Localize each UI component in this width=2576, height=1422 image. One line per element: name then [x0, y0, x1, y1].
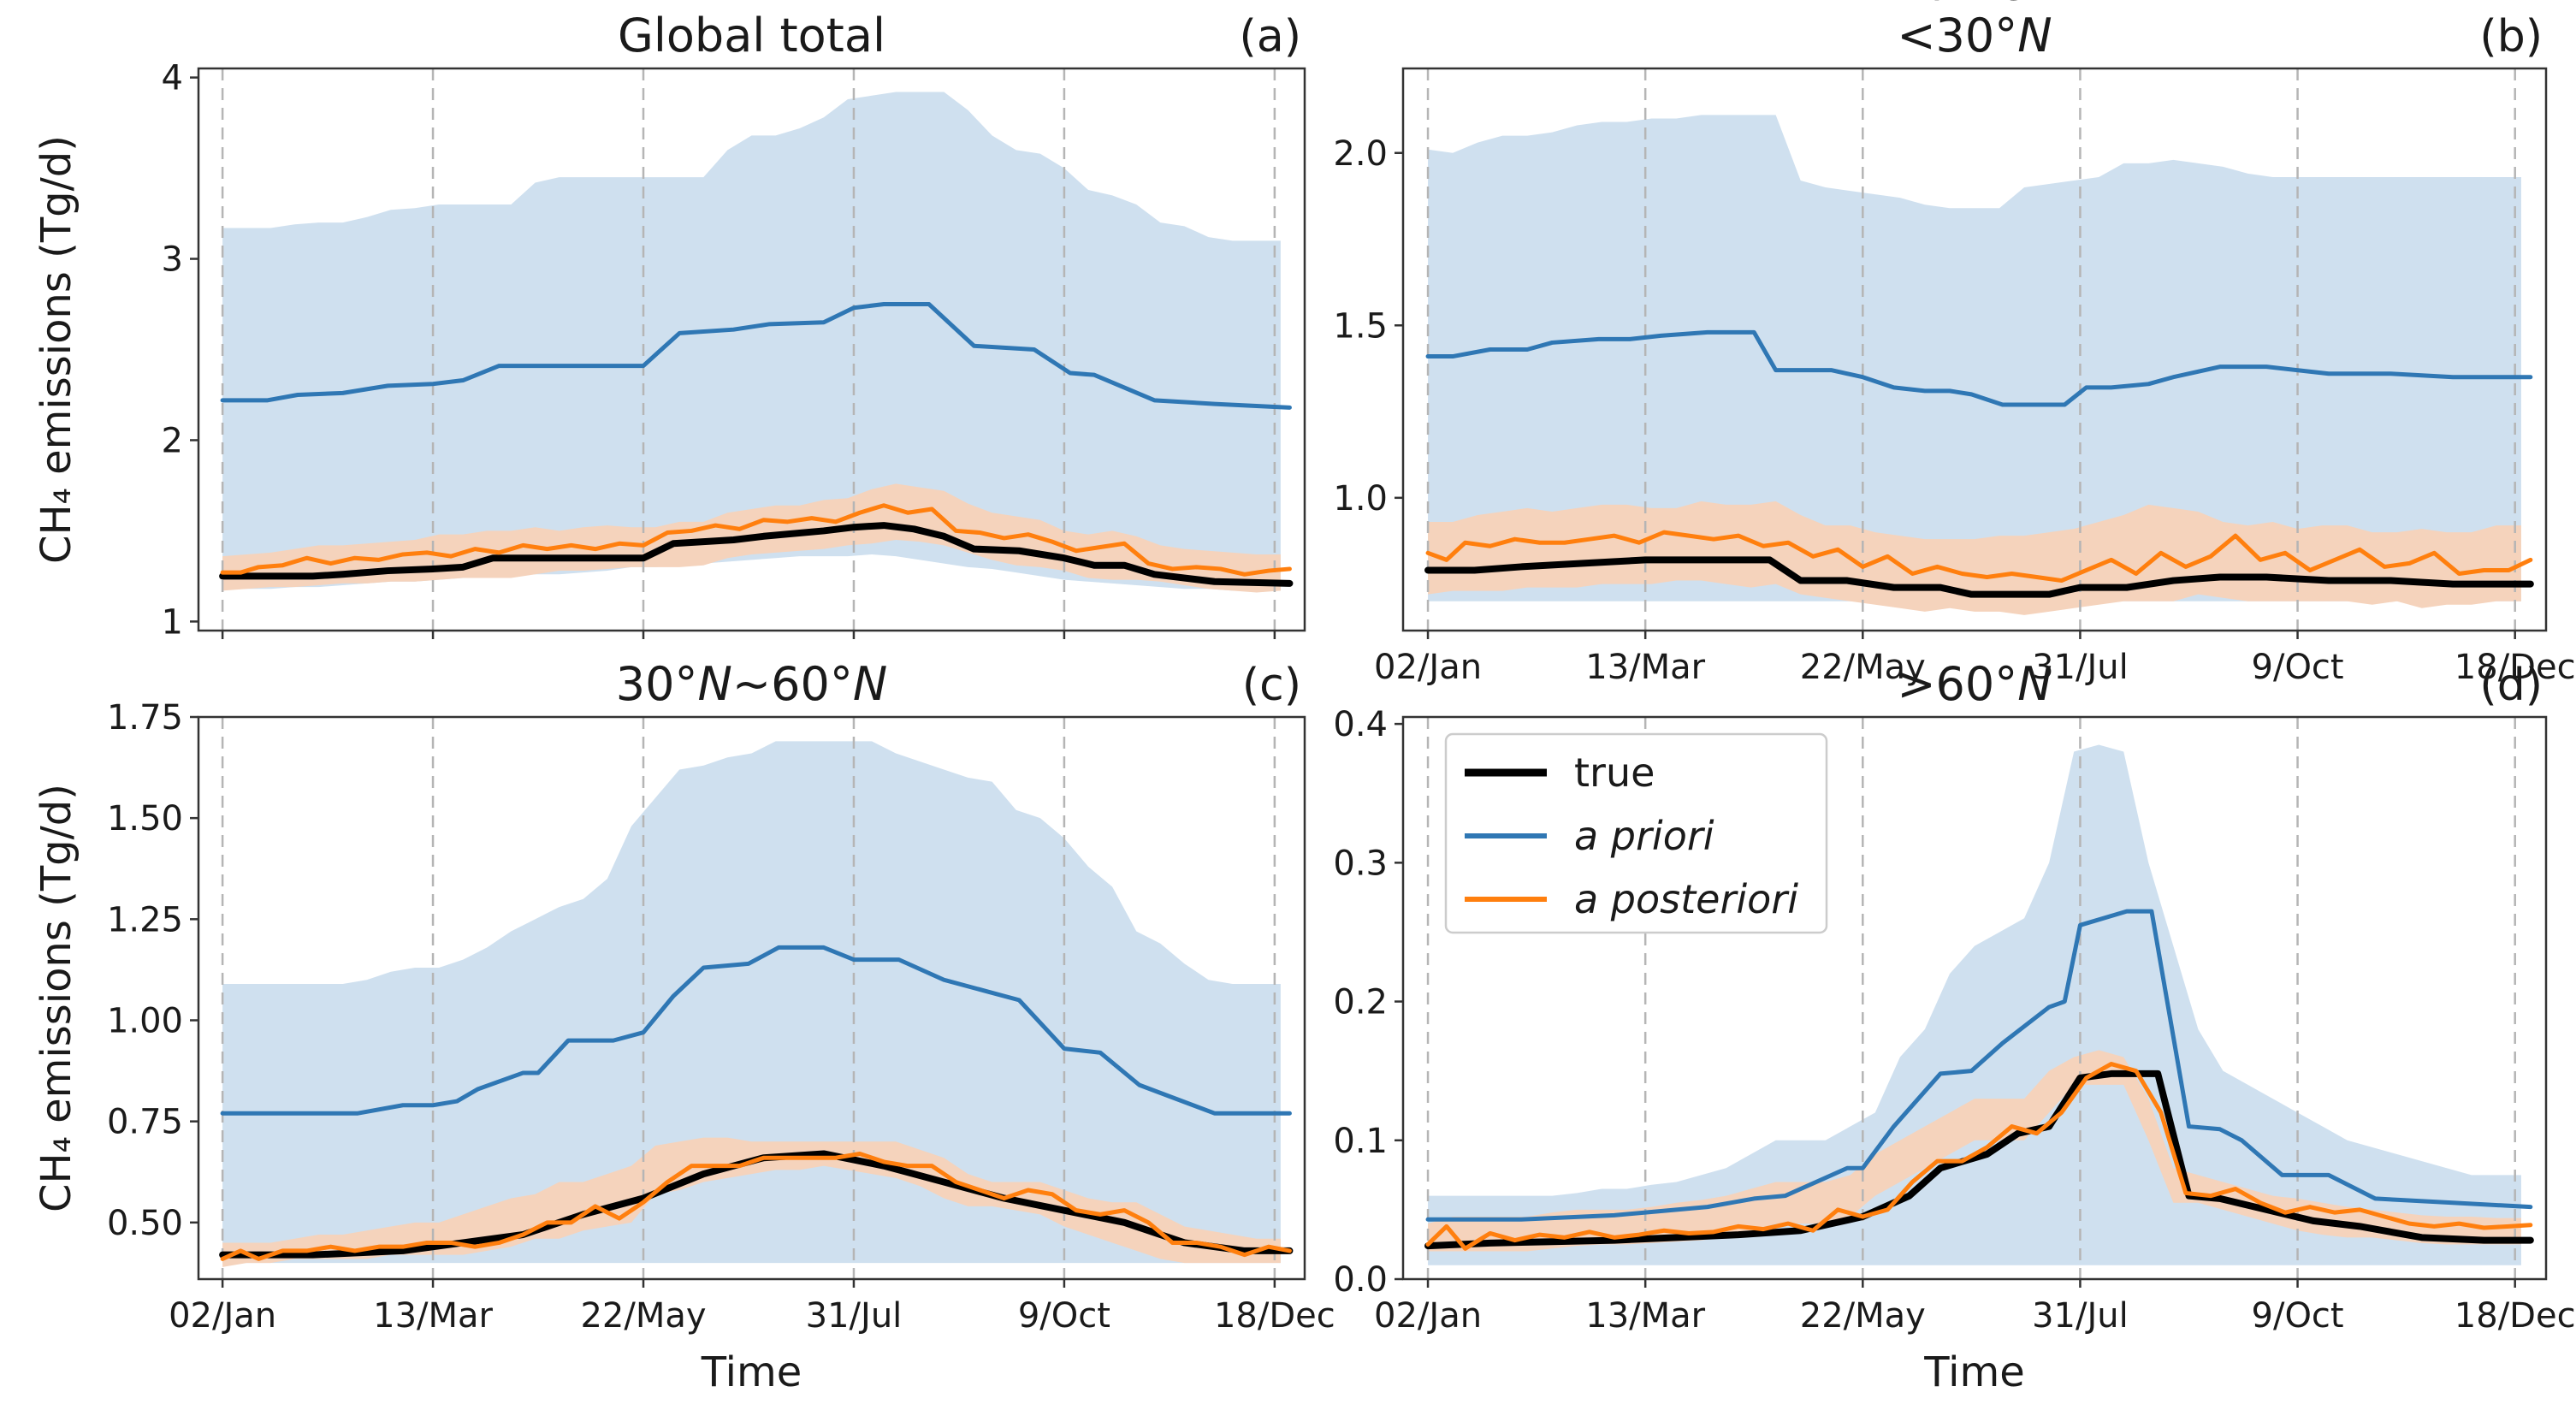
panel-d: 0.0 0.1 0.2 0.3 0.4 02/Jan 13/Mar 22/May 31/Jul 9…	[1333, 657, 2575, 1396]
band-a-priori-uncertainty	[1428, 115, 2521, 601]
xtick-label: 18/Dec	[1214, 1296, 1335, 1336]
ytick-label: 0.3	[1333, 844, 1388, 883]
series-line-a-priori	[220, 945, 1292, 1116]
ytick-label: 2	[162, 421, 183, 460]
xtick-label: 02/Jan	[1374, 648, 1482, 687]
axes-frame	[1401, 67, 2548, 632]
panel-title: <30°N	[1897, 9, 2052, 62]
xtick-label: 18/Dec	[2455, 648, 2576, 687]
panel-letter: (c)	[1242, 660, 1301, 711]
panel-title: >60°N	[1897, 657, 2052, 711]
xtick-label: 9/Oct	[1018, 1296, 1110, 1336]
panel-title: 30°N~60°N	[616, 657, 888, 711]
xtick-label: 31/Jul	[2032, 1296, 2129, 1336]
panel-b: 1.0 1.5 2.0 02/Jan 13/Mar 22/May 31/Jul 9/Oct 18…	[1333, 0, 2575, 687]
band-a-priori-uncertainty	[222, 741, 1281, 1264]
panel-c: 0.50 0.75 1.00 1.25 1.50 1.75 02/Jan 13/Mar 22/M…	[33, 657, 1335, 1396]
ytick-label: 1.25	[107, 900, 183, 939]
ytick-label: 1.75	[107, 698, 183, 738]
ytick-label: 2.0	[1333, 134, 1388, 174]
panel-letter: (b)	[2479, 11, 2543, 62]
band-a-posteriori-uncertainty	[222, 1137, 1281, 1267]
xtick-label: 02/Jan	[169, 1296, 276, 1336]
ytick-label: 4	[162, 59, 183, 98]
xtick-label: 31/Jul	[2032, 648, 2129, 687]
ytick-label: 0.1	[1333, 1122, 1388, 1161]
legend: true a priori a posteriori	[1444, 732, 1828, 934]
ylabel: CH₄ emissions (Tg/d)	[33, 135, 80, 564]
band-a-posteriori-uncertainty	[1428, 501, 2521, 615]
series-line-true	[1424, 1069, 2534, 1250]
legend-label: true	[1574, 750, 1655, 796]
ytick-label: 1.5	[1333, 306, 1388, 346]
ytick-label: 0.0	[1333, 1260, 1388, 1300]
series-line-a-priori	[1425, 909, 2533, 1222]
ytick-label: 0.50	[107, 1204, 183, 1243]
xtick-label: 13/Mar	[1585, 648, 1705, 687]
panel-letter: (d)	[2479, 660, 2543, 711]
xlabel: Time	[1923, 1348, 2024, 1396]
plot-area	[1424, 717, 2534, 1279]
series-line-a-priori	[220, 302, 1292, 410]
xlabel: Time	[1923, 0, 2024, 10]
ylabel: CH₄ emissions (Tg/d)	[33, 784, 80, 1212]
xtick-label: 22/May	[580, 1296, 706, 1336]
panel-letter: (a)	[1240, 11, 1301, 62]
axes-frame	[197, 715, 1306, 1281]
plot-area	[1424, 68, 2534, 631]
panel-title: Global total	[618, 9, 885, 62]
legend-label: a priori	[1574, 813, 1714, 859]
ytick-label: 0.75	[107, 1103, 183, 1142]
xtick-label: 9/Oct	[2252, 648, 2344, 687]
band-a-priori-uncertainty	[222, 92, 1281, 591]
xtick-label: 22/May	[1800, 648, 1926, 687]
xtick-label: 31/Jul	[806, 1296, 903, 1336]
series-line-a-posteriori	[220, 1151, 1292, 1261]
legend-box	[1444, 732, 1828, 934]
band-a-priori-uncertainty	[1428, 744, 2521, 1265]
series-line-a-posteriori	[1425, 1062, 2533, 1251]
panel-a: 1 2 3 4 Global total (a) CH₄ emissions (Tg/d)	[33, 9, 1306, 642]
ytick-label: 0.2	[1333, 983, 1388, 1022]
ytick-label: 0.4	[1333, 705, 1388, 744]
ytick-label: 1.0	[1333, 479, 1388, 518]
xtick-label: 9/Oct	[2252, 1296, 2344, 1336]
ytick-label: 3	[162, 240, 183, 280]
xtick-label: 22/May	[1800, 1296, 1926, 1336]
ytick-label: 1.00	[107, 1001, 183, 1040]
axes-frame	[197, 67, 1306, 632]
band-a-posteriori-uncertainty	[1428, 1050, 2521, 1252]
series-line-true	[1424, 556, 2534, 598]
xtick-label: 02/Jan	[1374, 1296, 1482, 1336]
xtick-label: 13/Mar	[373, 1296, 493, 1336]
xtick-label: 13/Mar	[1585, 1296, 1705, 1336]
xlabel: Time	[701, 1348, 802, 1396]
series-line-a-priori	[1425, 329, 2533, 407]
legend-label: a posteriori	[1574, 876, 1798, 922]
series-line-a-posteriori	[220, 503, 1292, 577]
ytick-label: 1	[162, 602, 183, 642]
series-line-true	[219, 522, 1294, 587]
axes-frame	[1401, 715, 2548, 1281]
series-line-a-posteriori	[1425, 530, 2533, 584]
plot-area	[219, 717, 1294, 1279]
ytick-label: 1.50	[107, 799, 183, 838]
plot-area	[219, 68, 1294, 631]
xtick-label: 18/Dec	[2455, 1296, 2576, 1336]
